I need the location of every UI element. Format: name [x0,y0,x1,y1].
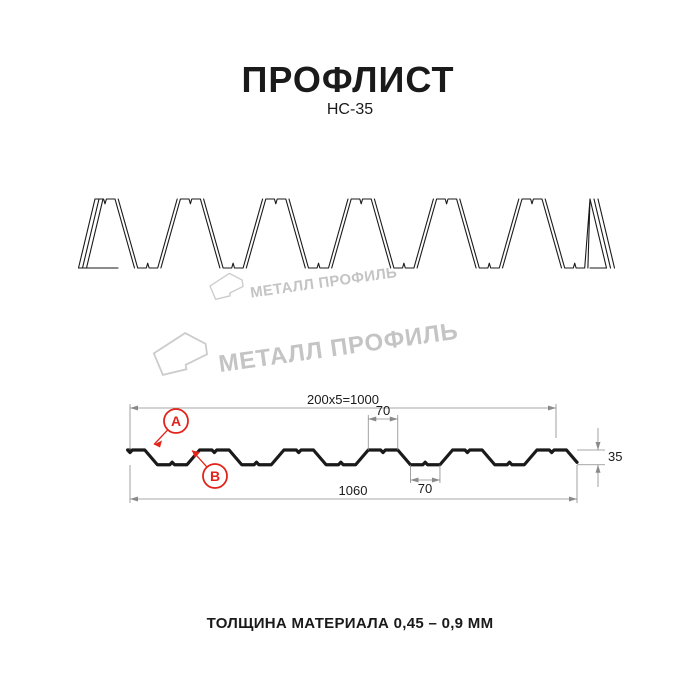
svg-text:200x5=1000: 200x5=1000 [307,392,379,407]
svg-text:70: 70 [418,481,432,496]
svg-text:1060: 1060 [339,483,368,498]
svg-text:B: B [210,468,220,484]
svg-text:A: A [171,413,181,429]
svg-text:70: 70 [376,403,390,418]
svg-text:35: 35 [608,449,622,464]
